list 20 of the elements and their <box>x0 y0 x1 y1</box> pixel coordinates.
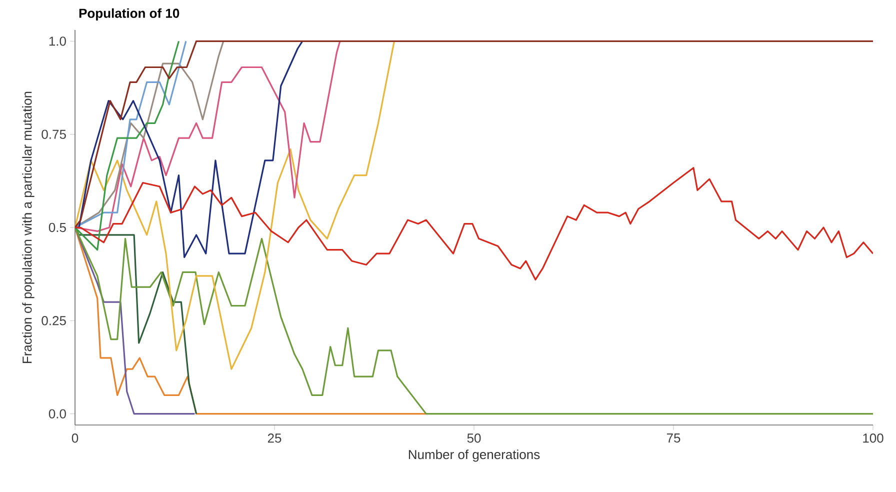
y-tick-label: 0.5 <box>48 222 66 232</box>
line-series <box>75 40 873 228</box>
x-tick-label: 50 <box>467 434 481 443</box>
line-series <box>75 40 396 370</box>
line-series <box>75 40 187 228</box>
y-tick-label: 1.0 <box>49 36 66 46</box>
y-tick-label: 0.75 <box>42 130 66 139</box>
line-series <box>75 226 873 415</box>
x-axis-title: Number of generations <box>408 450 540 462</box>
x-tick-label: 100 <box>863 434 884 443</box>
y-axis-title: Fraction of population with a particular mutation <box>22 92 34 363</box>
x-tick-label: 75 <box>666 434 680 443</box>
line-series <box>75 40 180 251</box>
x-tick-label: 0 <box>72 434 78 443</box>
chart-title: Population of 10 <box>79 8 180 20</box>
x-tick-label: 25 <box>268 434 282 443</box>
y-tick-label: 0.25 <box>42 316 66 326</box>
y-tick-label: 0.0 <box>48 409 66 418</box>
line-series <box>75 167 873 280</box>
line-series <box>75 40 341 232</box>
